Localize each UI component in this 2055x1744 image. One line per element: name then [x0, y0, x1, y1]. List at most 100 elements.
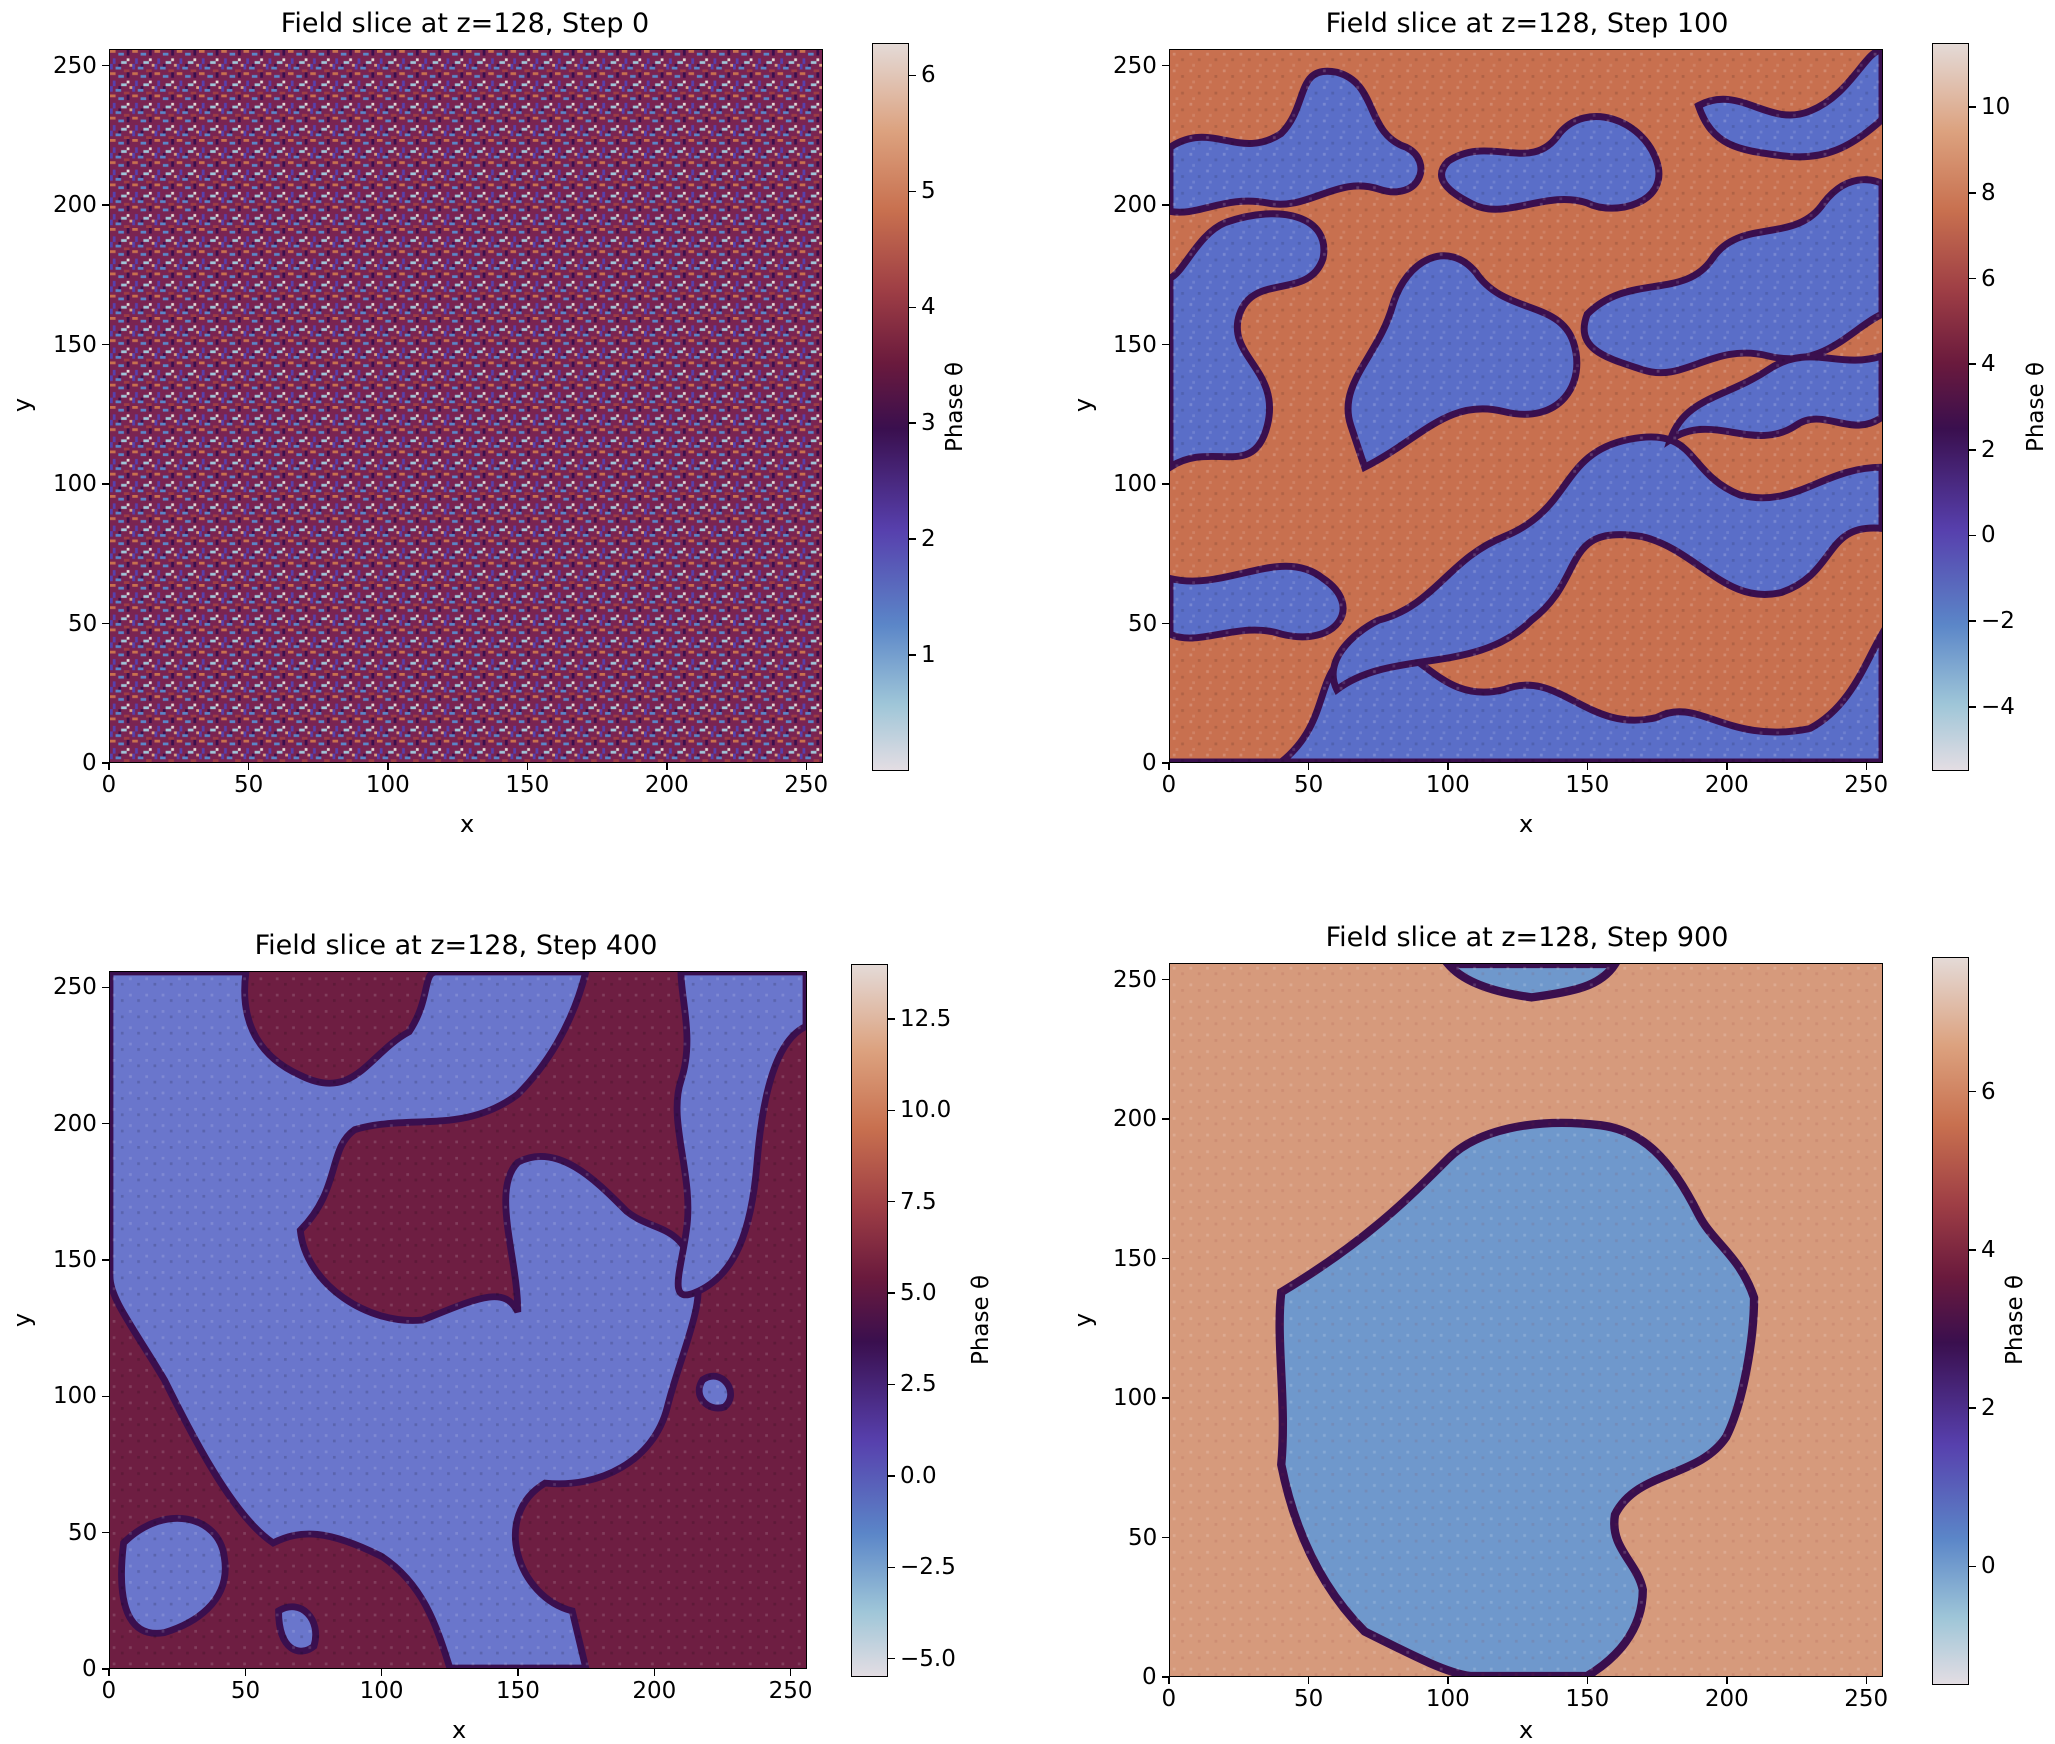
x-tick-label: 50 [233, 772, 264, 798]
colorbar-tick-label: 7.5 [900, 1188, 937, 1215]
colorbar-tick [888, 1657, 895, 1660]
x-axis-label: x [1519, 1716, 1534, 1744]
x-tick-label: 200 [1704, 1686, 1749, 1712]
y-tick-label: 100 [1113, 471, 1157, 498]
y-tick-label: 0 [82, 750, 97, 776]
y-tick [102, 1531, 109, 1534]
y-tick-label: 0 [1142, 750, 1157, 776]
x-tick [1865, 763, 1868, 770]
heatmap-plot [109, 971, 807, 1669]
y-tick-label: 100 [53, 471, 97, 498]
y-tick-label: 50 [1128, 1524, 1158, 1551]
y-tick-label: 100 [1113, 1385, 1157, 1412]
y-tick [1162, 1536, 1169, 1539]
colorbar-tick-label: 6 [1981, 1078, 1996, 1105]
x-tick [387, 763, 389, 770]
colorbar-tick [909, 190, 916, 193]
y-tick [1162, 1676, 1169, 1678]
y-tick-label: 0 [1142, 1664, 1157, 1690]
y-tick-label: 150 [1113, 331, 1157, 358]
colorbar-tick-label: −4 [1981, 693, 2015, 720]
x-tick [1586, 1677, 1589, 1684]
y-tick [102, 64, 109, 67]
y-axis-label: y [1069, 1312, 1097, 1328]
x-tick [1447, 1677, 1449, 1684]
y-tick-label: 200 [53, 192, 97, 219]
x-tick-label: 0 [1161, 772, 1177, 798]
y-axis-label: y [1069, 397, 1097, 413]
x-tick-label: 250 [1844, 1686, 1889, 1712]
x-tick [526, 763, 529, 770]
x-tick-label: 50 [1293, 772, 1324, 798]
y-tick [102, 1122, 109, 1125]
y-tick-label: 50 [68, 1519, 98, 1546]
y-tick-label: 250 [53, 974, 97, 1001]
x-tick-label: 250 [768, 1678, 813, 1704]
y-tick [1162, 343, 1169, 346]
colorbar-tick-label: 10.0 [900, 1097, 952, 1124]
y-tick [1162, 978, 1169, 981]
chart-title: Field slice at z=128, Step 0 [280, 8, 650, 39]
colorbar-tick [888, 1475, 895, 1477]
colorbar-tick-label: 10 [1981, 94, 2011, 121]
colorbar-label: Phase θ [942, 361, 968, 453]
colorbar-tick-label: 4 [1981, 1236, 1996, 1263]
colorbar [1932, 43, 1969, 771]
y-tick [102, 204, 109, 206]
colorbar-tick-label: 0 [1981, 1553, 1996, 1580]
x-axis-label: x [1519, 810, 1534, 838]
colorbar-tick [1969, 363, 1976, 365]
y-tick [1162, 1118, 1169, 1120]
colorbar-tick-label: 2 [1981, 436, 1996, 463]
x-axis-label: x [460, 810, 475, 838]
x-tick [789, 1669, 792, 1676]
colorbar-tick [1969, 449, 1976, 451]
chart-title: Field slice at z=128, Step 100 [1325, 8, 1729, 39]
y-tick [102, 1395, 109, 1398]
colorbar-tick [1969, 706, 1976, 708]
colorbar-label: Phase θ [2002, 1274, 2028, 1366]
x-tick [805, 763, 808, 770]
y-tick-label: 150 [53, 331, 97, 358]
x-tick [666, 763, 668, 770]
x-tick-label: 200 [1704, 772, 1749, 798]
x-tick [1168, 763, 1170, 770]
x-tick [108, 763, 110, 770]
colorbar-tick [1969, 1249, 1976, 1251]
colorbar-tick [909, 422, 916, 424]
colorbar-tick [909, 306, 916, 309]
colorbar-label: Phase θ [968, 1274, 994, 1366]
y-tick [102, 986, 109, 989]
y-tick-label: 150 [53, 1247, 97, 1274]
x-tick [244, 1669, 247, 1676]
y-tick [1162, 622, 1169, 625]
colorbar-tick-label: 0.0 [900, 1462, 937, 1489]
x-tick [1168, 1677, 1170, 1684]
colorbar-tick-label: 6 [921, 62, 936, 89]
colorbar-tick [1969, 192, 1976, 194]
colorbar-tick [909, 538, 916, 540]
colorbar-tick [1969, 106, 1976, 108]
x-tick-label: 100 [1425, 1686, 1470, 1712]
y-tick [1162, 1397, 1169, 1399]
x-tick [380, 1669, 383, 1676]
y-tick [102, 1668, 109, 1670]
heatmap-plot [1169, 49, 1883, 763]
y-tick [1162, 64, 1169, 67]
x-tick-label: 250 [784, 772, 829, 798]
x-tick [1586, 763, 1589, 770]
y-tick-label: 200 [1113, 192, 1157, 219]
x-tick [1307, 1677, 1310, 1684]
colorbar-tick-label: −2 [1981, 608, 2015, 635]
colorbar-tick [1969, 534, 1976, 537]
y-tick [102, 483, 109, 485]
colorbar-tick-label: 3 [921, 410, 936, 437]
colorbar-tick [888, 1200, 895, 1203]
y-tick-label: 250 [1113, 966, 1157, 993]
x-tick [1865, 1677, 1868, 1684]
x-tick-label: 0 [101, 772, 117, 798]
colorbar-tick [909, 74, 916, 77]
colorbar-tick [909, 654, 916, 656]
y-tick-label: 150 [1113, 1245, 1157, 1272]
colorbar-tick [1969, 1565, 1976, 1568]
